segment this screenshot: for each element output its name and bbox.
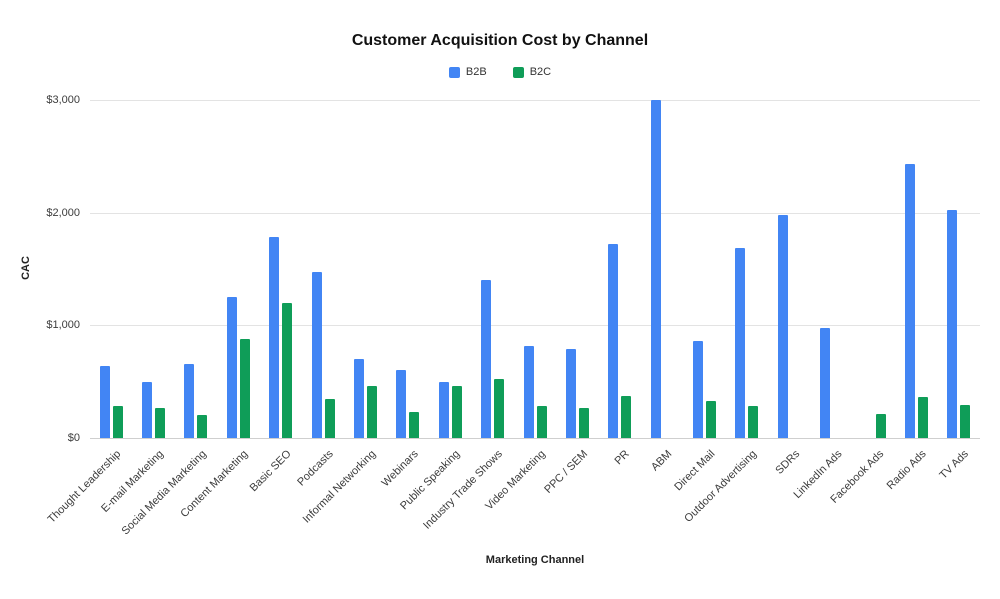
bar-b2b — [481, 280, 492, 438]
bar-b2b — [650, 100, 661, 438]
bar-b2c — [917, 397, 928, 438]
gridline — [90, 212, 980, 214]
bar-b2c — [536, 406, 547, 438]
x-axis-category-label: Social Media Marketing — [119, 448, 209, 538]
b2c-series-swatch-icon — [512, 66, 524, 78]
legend-label-b2b: B2B — [465, 66, 487, 78]
x-axis-title: Marketing Channel — [485, 554, 585, 566]
bar-b2c — [324, 398, 335, 438]
bar-b2b — [523, 345, 534, 438]
gridline — [90, 325, 980, 327]
gridline — [90, 100, 980, 101]
bar-b2b — [184, 363, 195, 438]
legend-label-b2c: B2C — [529, 66, 552, 78]
bar-b2c — [112, 406, 123, 438]
bar-b2b — [142, 381, 153, 438]
x-axis-category-label: SDRs — [772, 448, 802, 477]
bar-b2c — [366, 386, 377, 438]
bar-b2b — [99, 365, 110, 438]
gridline — [90, 438, 980, 439]
plot-area: $0 $1,000 $2,000 $3,000 Thought Leadership E-… — [46, 94, 980, 537]
x-axis-category-label: PPC / SEM — [542, 448, 590, 496]
x-axis-category-label: Industry Trade Shows — [421, 448, 506, 532]
y-tick-label: $1,000 — [46, 319, 80, 332]
bar-b2c — [960, 405, 971, 438]
bar-b2c — [578, 407, 589, 438]
bar-b2c — [197, 415, 208, 438]
bar-b2c — [875, 414, 886, 438]
bar-b2c — [155, 407, 166, 438]
bar-b2c — [706, 400, 717, 438]
bar-b2b — [608, 244, 619, 438]
bar-b2c — [409, 412, 420, 438]
bar-b2b — [777, 214, 788, 438]
x-axis-category-label: Webinars — [379, 448, 421, 490]
x-axis-category-label: Outdoor Advertising — [682, 448, 760, 525]
legend: B2B B2C — [0, 66, 1000, 78]
legend-item-b2c: B2C — [512, 66, 552, 78]
y-tick-label: $3,000 — [46, 94, 80, 106]
y-tick-label: $0 — [67, 432, 80, 444]
x-axis-category-label: Thought Leadership — [46, 448, 124, 526]
bar-b2b — [904, 164, 915, 438]
bar-b2b — [269, 237, 280, 438]
bar-b2b — [565, 349, 576, 438]
bar-b2c — [748, 406, 759, 438]
bar-b2b — [226, 297, 237, 438]
bar-b2b — [693, 341, 704, 438]
x-axis-category-label: Podcasts — [295, 448, 336, 489]
x-axis-category-label: TV Ads — [937, 448, 972, 482]
bar-b2b — [735, 247, 746, 438]
bar-b2c — [451, 386, 462, 438]
bar-b2b — [438, 381, 449, 438]
bar-b2c — [282, 302, 293, 438]
bar-b2c — [621, 396, 632, 438]
y-axis-title: CAC — [19, 256, 32, 280]
legend-item-b2b: B2B — [448, 66, 487, 78]
chart-title: Customer Acquisition Cost by Channel — [351, 32, 649, 49]
y-tick-label: $2,000 — [46, 206, 80, 219]
x-axis-category-label: Basic SEO — [247, 448, 294, 495]
x-axis-category-label: Radio Ads — [884, 448, 929, 492]
bar-b2b — [311, 272, 322, 438]
bar-b2b — [353, 359, 364, 438]
bar-b2b — [947, 210, 958, 438]
bar-b2b — [396, 370, 407, 438]
bar-b2b — [820, 328, 831, 438]
b2b-series-swatch-icon — [448, 66, 460, 78]
bar-b2c — [494, 379, 505, 438]
bar-b2c — [239, 338, 250, 438]
x-axis-category-label: ABM — [649, 448, 675, 474]
x-axis-category-label: PR — [612, 448, 633, 468]
x-axis-category-label: Informal Networking — [300, 448, 378, 526]
